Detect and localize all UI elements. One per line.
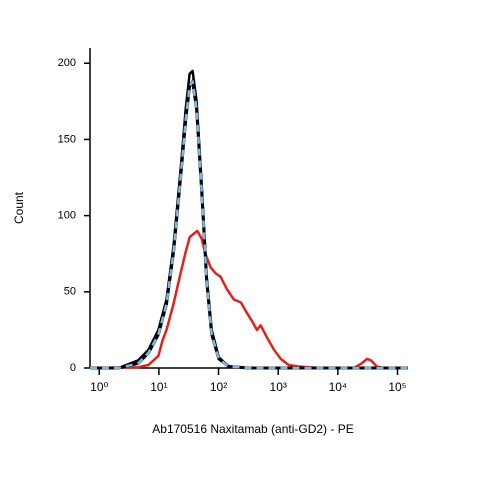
series-line-base [90,77,408,370]
x-axis-label: Ab170516 Naxitamab (anti-GD2) - PE [152,422,353,436]
x-tick-label: 10³ [270,380,287,394]
series-line [90,80,408,370]
x-tick-label: 10⁵ [388,380,406,394]
x-tick-label: 10⁰ [90,380,108,394]
y-tick-label: 0 [70,362,76,374]
y-tick-label: 50 [64,286,76,298]
series-line [90,69,408,370]
y-tick-label: 200 [58,57,76,69]
y-tick-label: 150 [58,133,76,145]
x-tick-label: 10² [210,380,227,394]
x-tick-label: 10⁴ [329,380,348,394]
y-axis-label: Count [12,191,26,224]
series-line [89,229,408,370]
y-tick-label: 100 [58,210,76,222]
x-tick-label: 10¹ [150,380,167,394]
